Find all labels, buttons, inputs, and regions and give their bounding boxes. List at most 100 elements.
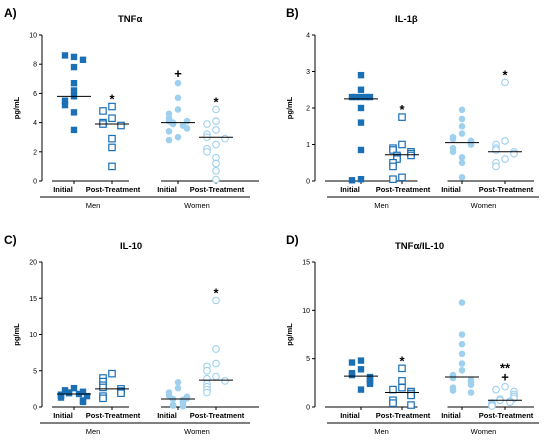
data-point <box>366 380 374 387</box>
series-men-initial <box>57 384 91 406</box>
category-label: Initial <box>157 185 177 194</box>
y-tick-label: 10 <box>29 332 37 339</box>
category-label: Initial <box>340 185 360 194</box>
group-label: Men <box>86 201 101 210</box>
data-point <box>203 147 211 156</box>
data-point <box>467 381 475 389</box>
series-women-initial: + <box>161 66 195 144</box>
series-women-initial <box>445 299 479 396</box>
chart-title: TNFα <box>118 14 142 25</box>
data-point <box>357 86 365 93</box>
category-label: Post-Treatment <box>86 411 141 420</box>
y-tick-label: 1 <box>306 142 310 149</box>
chart-title: IL-1β <box>395 14 418 25</box>
data-point <box>79 398 87 406</box>
data-point <box>70 53 78 61</box>
data-point <box>357 146 365 154</box>
series-women-initial <box>445 106 479 181</box>
data-point <box>458 159 466 167</box>
data-point <box>362 93 370 101</box>
data-point <box>458 340 466 348</box>
category-label: Post-Treatment <box>376 411 431 420</box>
y-axis-label: pg/mL <box>285 323 294 346</box>
data-point <box>458 331 466 338</box>
y-tick-label: 3 <box>306 69 310 76</box>
group-label: Women <box>184 427 210 436</box>
data-point <box>389 399 397 407</box>
data-point <box>352 93 360 101</box>
data-point <box>174 79 182 87</box>
significance-marker: + <box>174 66 182 81</box>
data-point <box>488 402 496 410</box>
data-point <box>108 369 116 378</box>
data-point <box>458 174 466 181</box>
y-tick-label: 4 <box>306 33 310 40</box>
data-point <box>212 372 220 381</box>
data-point <box>357 175 365 183</box>
panel-b: B) IL-1β 0 1 2 3 4 pg/mL Initial Post-Treatment Me… <box>285 6 539 210</box>
data-point <box>61 97 69 104</box>
category-label: Initial <box>53 185 73 194</box>
data-point <box>357 366 365 373</box>
data-point <box>212 175 220 184</box>
category-label: Post-Treatment <box>190 411 245 420</box>
y-tick-label: 5 <box>33 368 37 375</box>
series-women-post-treatment: * <box>199 285 233 397</box>
data-point <box>79 388 87 395</box>
y-axis-label: pg/mL <box>12 96 21 119</box>
data-point <box>108 143 116 152</box>
y-tick-label: 10 <box>29 33 37 40</box>
y-tick-label: 15 <box>302 260 310 267</box>
series-women-initial <box>161 379 195 410</box>
significance-marker: * <box>213 285 219 300</box>
category-label: Initial <box>441 185 461 194</box>
data-point <box>70 384 78 392</box>
data-point <box>57 394 65 401</box>
group-label: Women <box>471 201 497 210</box>
y-tick-label: 5 <box>306 356 310 363</box>
significance-marker: * <box>399 353 405 368</box>
data-point <box>407 391 415 400</box>
y-axis-label: pg/mL <box>285 96 294 119</box>
data-point <box>458 130 466 137</box>
panel-c: C) IL-10 0 5 10 15 20 pg/mL Initial Post-Treatmen… <box>4 233 259 436</box>
data-point <box>179 402 187 410</box>
panel-d: D) TNFα/IL-10 0 5 10 15 pg/mL Initial Post-Treat… <box>285 233 539 436</box>
data-point <box>70 79 78 87</box>
significance-marker: * <box>213 94 219 109</box>
series-women-post-treatment: * <box>488 67 522 171</box>
group-label: Women <box>471 427 497 436</box>
data-point <box>174 133 182 141</box>
data-point <box>61 387 69 394</box>
data-point <box>108 102 116 111</box>
series-men-post-treatment <box>95 369 129 403</box>
data-point <box>501 78 509 87</box>
data-point <box>165 136 173 144</box>
data-point <box>203 388 211 397</box>
data-point <box>99 383 107 392</box>
y-tick-label: 4 <box>33 120 37 127</box>
data-point <box>458 360 466 367</box>
y-tick-label: 2 <box>33 149 37 156</box>
panel-letter: C) <box>4 233 17 247</box>
data-point <box>492 385 500 394</box>
data-point <box>357 357 365 364</box>
data-point <box>70 63 78 71</box>
data-point <box>449 387 457 394</box>
y-tick-label: 0 <box>306 179 310 186</box>
data-point <box>398 173 406 182</box>
significance-marker: + <box>501 370 509 385</box>
data-point <box>183 125 191 132</box>
data-point <box>169 402 177 409</box>
data-point <box>458 153 466 161</box>
data-point <box>221 134 229 143</box>
data-point <box>398 383 406 392</box>
category-label: Post-Treatment <box>86 185 141 194</box>
data-point <box>174 94 182 102</box>
data-point <box>357 386 365 393</box>
data-point <box>212 126 220 134</box>
data-point <box>458 122 466 130</box>
data-point <box>501 382 509 391</box>
data-point <box>79 56 87 64</box>
